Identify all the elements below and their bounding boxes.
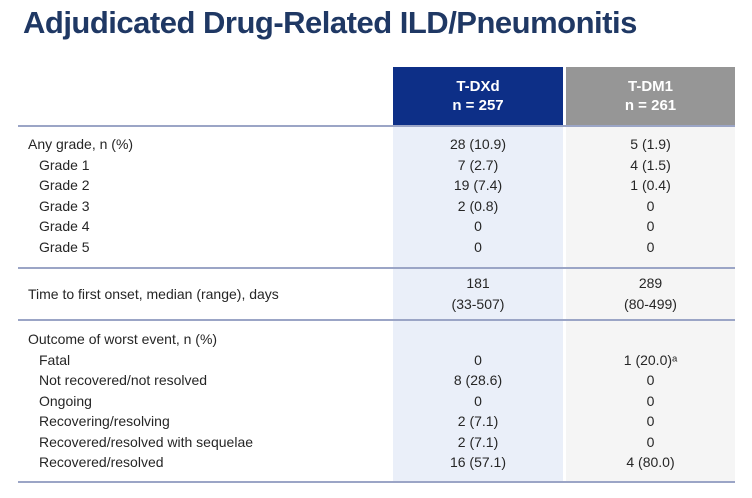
table-row: Ongoing 0 0 [18, 391, 735, 412]
divider-line [18, 480, 735, 483]
table-row: Recovered/resolved 16 (57.1) 4 (80.0) [18, 452, 735, 473]
row-label: Ongoing [39, 392, 92, 409]
column-header-tdm1-label: T-DM1 [628, 78, 673, 95]
tdxd-value: 2 (7.1) [457, 433, 499, 450]
table-row: Recovered/resolved with sequelae 2 (7.1)… [18, 432, 735, 453]
section-grades: Any grade, n (%) 28 (10.9) 5 (1.9) Grade… [18, 127, 735, 267]
tdm1-range: (80-499) [624, 295, 677, 312]
row-label: Grade 5 [39, 238, 90, 255]
tdm1-value: 0 [646, 238, 655, 255]
row-label: Grade 1 [39, 156, 90, 173]
tdm1-value: 0 [646, 372, 655, 388]
tdxd-value: 2 (0.8) [457, 197, 499, 214]
table-row: Grade 1 7 (2.7) 4 (1.5) [18, 155, 735, 176]
row-label: Time to first onset, median (range), day… [28, 285, 279, 302]
tdxd-value: 181 (33-507) [393, 273, 563, 314]
tdxd-value [393, 329, 563, 350]
ild-pneumonitis-table: T-DXd n = 257 T-DM1 n = 261 Any grade, n… [18, 67, 735, 483]
row-label: Outcome of worst event, n (%) [28, 331, 218, 347]
section-outcomes: Outcome of worst event, n (%) Fatal 0 1 … [18, 321, 735, 481]
tdm1-value: 4 (1.5) [630, 156, 671, 173]
tdm1-value: 4 (80.0) [626, 454, 675, 470]
row-label: Recovering/resolving [39, 413, 170, 429]
tdxd-value: 28 (10.9) [449, 136, 507, 152]
table-row: Recovering/resolving 2 (7.1) 0 [18, 411, 735, 432]
table-row: Grade 3 2 (0.8) 0 [18, 196, 735, 217]
tdxd-value: 0 [474, 218, 482, 234]
slide-title: Adjudicated Drug-Related ILD/Pneumonitis [23, 5, 637, 40]
tdm1-column-background [566, 125, 735, 483]
tdm1-value: 0 [646, 392, 655, 409]
tdxd-value: 7 (2.7) [457, 156, 499, 173]
tdxd-value: 19 (7.4) [453, 177, 503, 193]
column-header-tdxd-n: n = 257 [452, 97, 504, 114]
row-label: Grade 4 [39, 218, 90, 234]
row-label: Recovered/resolved with sequelae [39, 433, 254, 450]
section-time-to-onset: Time to first onset, median (range), day… [18, 269, 735, 319]
column-header-tdxd: T-DXd n = 257 [393, 67, 563, 125]
tdxd-value: 2 (7.1) [457, 413, 499, 429]
tdm1-value: 5 (1.9) [630, 136, 671, 152]
tdm1-value: 0 [646, 197, 655, 214]
tdm1-value: 1 (0.4) [630, 177, 671, 193]
tdxd-range: (33-507) [451, 295, 505, 312]
tdxd-value: 16 (57.1) [449, 454, 507, 470]
tdm1-value [566, 329, 735, 350]
tdm1-median: 289 [638, 275, 663, 291]
tdxd-median: 181 [466, 275, 490, 291]
table-row: Not recovered/not resolved 8 (28.6) 0 [18, 370, 735, 391]
tdxd-column-background [393, 125, 563, 483]
tdm1-value: 289 (80-499) [566, 273, 735, 314]
column-header-tdxd-label: T-DXd [456, 78, 500, 95]
tdm1-value: 0 [646, 413, 655, 429]
row-label: Recovered/resolved [39, 454, 164, 470]
tdm1-value: 1 (20.0)ᵃ [623, 351, 678, 368]
table-body: Any grade, n (%) 28 (10.9) 5 (1.9) Grade… [18, 125, 735, 483]
table-row: Grade 5 0 0 [18, 237, 735, 258]
table-row: Outcome of worst event, n (%) [18, 329, 735, 350]
table-row: Time to first onset, median (range), day… [18, 273, 735, 314]
row-label: Any grade, n (%) [28, 136, 134, 152]
column-header-tdm1: T-DM1 n = 261 [566, 67, 735, 125]
divider-line [18, 267, 735, 269]
tdxd-value: 8 (28.6) [453, 372, 503, 388]
divider-line [18, 319, 735, 321]
tdm1-value: 0 [646, 218, 655, 234]
row-label: Grade 2 [39, 177, 90, 193]
tdm1-value: 0 [646, 433, 655, 450]
table-row: Grade 2 19 (7.4) 1 (0.4) [18, 175, 735, 196]
column-header-tdm1-n: n = 261 [624, 97, 677, 114]
table-row: Fatal 0 1 (20.0)ᵃ [18, 350, 735, 371]
tdxd-value: 0 [474, 238, 482, 255]
table-header-row: T-DXd n = 257 T-DM1 n = 261 [18, 67, 735, 125]
divider-line [18, 125, 735, 127]
row-label: Grade 3 [39, 197, 90, 214]
tdxd-value: 0 [474, 392, 482, 409]
table-row: Grade 4 0 0 [18, 216, 735, 237]
table-row: Any grade, n (%) 28 (10.9) 5 (1.9) [18, 134, 735, 155]
row-label: Fatal [39, 351, 71, 368]
row-label: Not recovered/not resolved [39, 372, 208, 388]
tdxd-value: 0 [474, 351, 482, 368]
header-spacer [18, 67, 393, 125]
